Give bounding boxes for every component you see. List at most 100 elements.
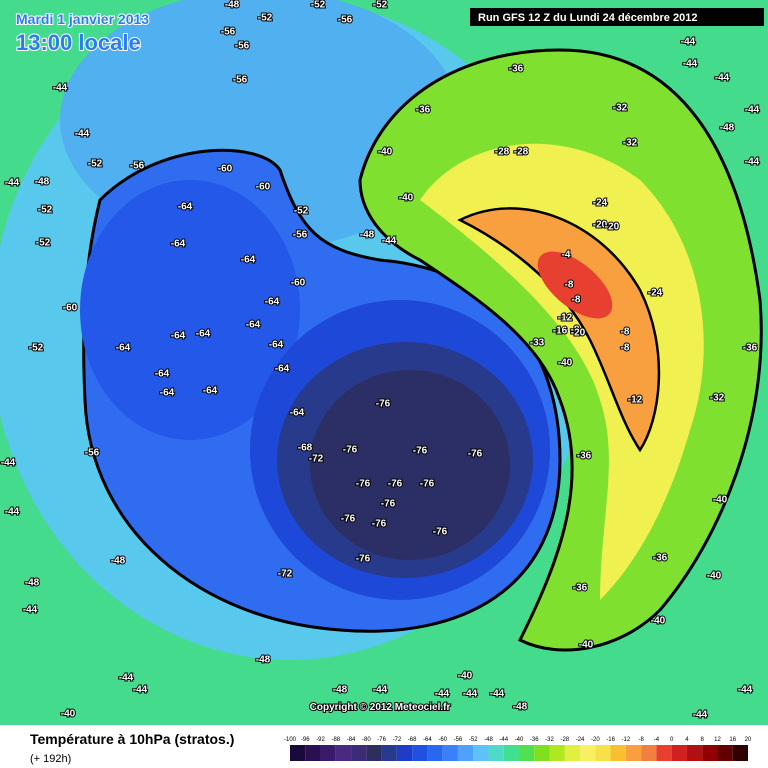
scale-label: -68: [408, 737, 417, 743]
contour-label: -52: [294, 206, 309, 217]
contour-label: -40: [558, 358, 573, 369]
scale-label: -100: [284, 737, 297, 743]
legend-title: Température à 10hPa (stratos.): [30, 731, 234, 747]
contour-label: -28: [495, 147, 510, 158]
contour-label: -52: [36, 238, 51, 249]
contour-label: -60: [218, 164, 233, 175]
color-swatch: [427, 745, 443, 761]
contour-label: -8: [565, 280, 574, 291]
scale-label: -56: [454, 737, 463, 743]
color-swatch: [381, 745, 397, 761]
contour-label: -48: [35, 177, 50, 188]
contour-label: -76: [413, 446, 428, 457]
contour-label: -44: [683, 59, 698, 70]
scale-label: 4: [685, 737, 689, 743]
contour-label: -44: [5, 507, 20, 518]
contour-label: -16: [553, 326, 568, 337]
contour-label: -64: [275, 364, 290, 375]
scale-label: -48: [484, 737, 493, 743]
contour-label: -48: [111, 556, 126, 567]
contour-label: -20: [605, 222, 620, 233]
scale-label: -52: [469, 737, 478, 743]
color-swatch: [641, 745, 657, 761]
scale-label: -8: [638, 737, 644, 743]
contour-label: -36: [509, 64, 524, 75]
contour-label: -52: [38, 205, 53, 216]
contour-label: -60: [63, 303, 78, 314]
scale-label: -60: [438, 737, 447, 743]
contour-label: -64: [241, 255, 256, 266]
color-swatch: [396, 745, 413, 761]
color-swatch: [564, 745, 581, 761]
contour-label: -12: [628, 395, 643, 406]
copyright: Copyright © 2012 Meteociel.fr: [310, 702, 451, 713]
contour-label: -56: [221, 27, 236, 38]
contour-label: -44: [435, 689, 450, 700]
color-swatch: [457, 745, 474, 761]
contour-label: -44: [23, 605, 38, 616]
contour-label: -52: [311, 0, 326, 11]
color-swatch: [534, 745, 550, 761]
contour-label: -76: [376, 399, 391, 410]
color-swatch: [580, 745, 596, 761]
contour-label: -40: [458, 671, 473, 682]
scale-label: -64: [423, 737, 432, 743]
contour-label: -76: [388, 479, 403, 490]
contour-label: -40: [707, 571, 722, 582]
contour-label: -40: [378, 147, 393, 158]
contour-label: -76: [356, 479, 371, 490]
contour-label: -24: [593, 198, 608, 209]
contour-label: -40: [61, 709, 76, 720]
forecast-date: Mardi 1 janvier 2013: [16, 11, 149, 27]
contour-label: -44: [5, 178, 20, 189]
scale-label: 16: [729, 737, 736, 743]
contour-label: -40: [579, 640, 594, 651]
scale-label: 12: [714, 737, 721, 743]
contour-label: -32: [710, 393, 725, 404]
scale-label: 0: [670, 737, 674, 743]
contour-label: -64: [196, 329, 211, 340]
color-swatch: [442, 745, 458, 761]
contour-label: -48: [720, 123, 735, 134]
scale-label: 8: [701, 737, 705, 743]
contour-label: -44: [382, 236, 397, 247]
run-info: Run GFS 12 Z du Lundi 24 décembre 2012: [478, 12, 697, 24]
color-swatch: [351, 745, 367, 761]
contour-label: -44: [463, 689, 478, 700]
scale-label: -32: [545, 737, 554, 743]
color-swatch: [320, 745, 336, 761]
scale-label: 20: [745, 737, 752, 743]
color-swatch: [549, 745, 565, 761]
contour-label: -64: [265, 297, 280, 308]
contour-label: -12: [558, 313, 573, 324]
contour-label: -76: [356, 554, 371, 565]
contour-label: -56: [233, 75, 248, 86]
contour-label: -44: [693, 710, 708, 721]
contour-label: -36: [653, 553, 668, 564]
contour-labels: -48-52-52-56-52-56-56-56-56-52-48-44-44-…: [0, 0, 761, 722]
contour-label: -44: [1, 458, 16, 469]
contour-label: -44: [745, 157, 760, 168]
legend-subtitle: (+ 192h): [30, 753, 71, 765]
color-swatch: [625, 745, 642, 761]
contour-label: -56: [85, 448, 100, 459]
contour-label: -44: [373, 685, 388, 696]
scale-label: -72: [393, 737, 402, 743]
contour-label: -76: [468, 449, 483, 460]
scale-label: -24: [576, 737, 585, 743]
contour-label: -48: [360, 230, 375, 241]
scale-label: -40: [515, 737, 524, 743]
contour-label: -64: [269, 340, 284, 351]
color-swatch: [717, 745, 733, 761]
color-swatch: [305, 745, 321, 761]
contour-label: -8: [621, 327, 630, 338]
contour-label: -48: [225, 0, 240, 11]
contour-label: -44: [119, 673, 134, 684]
scale-label: -44: [499, 737, 508, 743]
contour-label: -56: [235, 41, 250, 52]
scale-label: -36: [530, 737, 539, 743]
color-swatch: [290, 745, 306, 761]
scale-label: -92: [316, 737, 325, 743]
contour-label: -48: [513, 702, 528, 713]
contour-label: -28: [514, 147, 529, 158]
